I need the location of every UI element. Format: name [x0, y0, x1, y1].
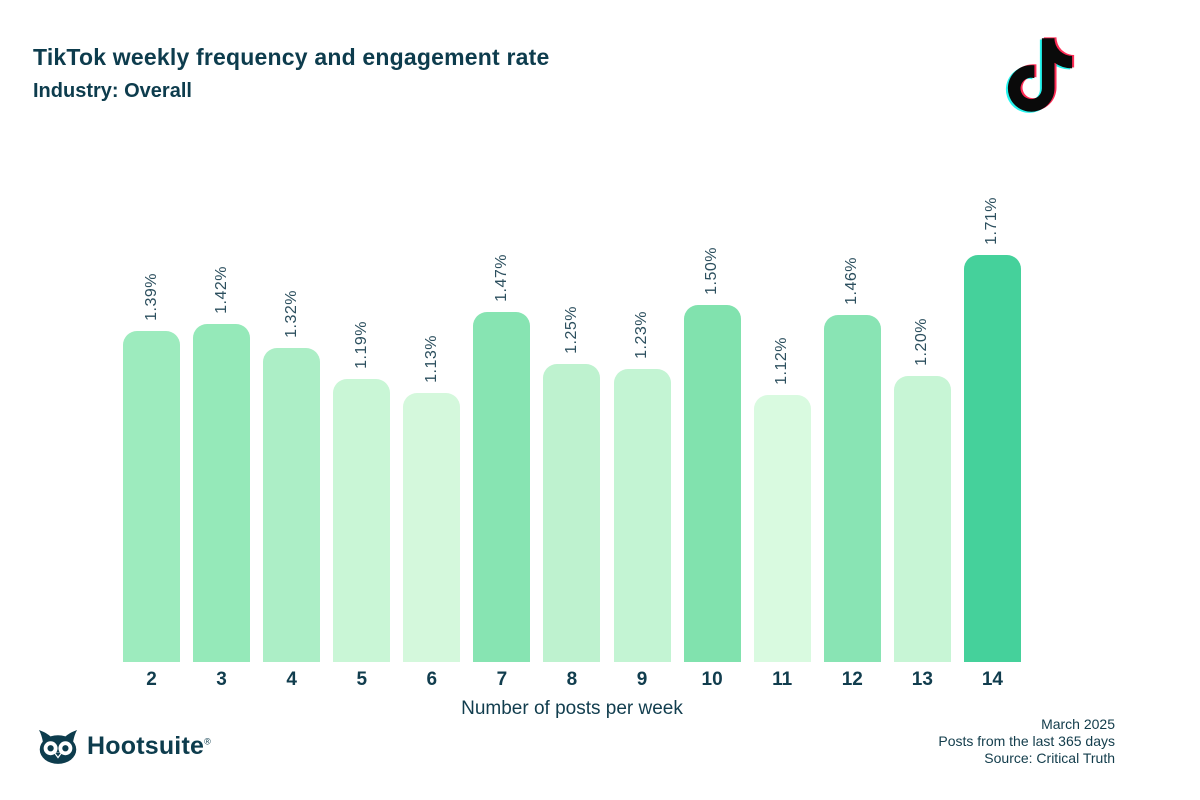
- x-tick-label: 4: [286, 669, 297, 690]
- owl-icon: [38, 729, 78, 764]
- bar: [123, 331, 180, 662]
- x-axis-ticks: 2 3 4 5 6 7 8 9 10 11 12 13 14: [123, 669, 1021, 691]
- bar: [403, 393, 461, 662]
- x-tick-label: 11: [772, 669, 793, 690]
- bar-value-label: 1.50%: [703, 247, 721, 295]
- bar-slot: 1.32%: [263, 255, 321, 662]
- bar-value-label: 1.46%: [843, 257, 861, 305]
- x-tick-label: 9: [636, 669, 648, 690]
- hootsuite-logo: Hootsuite®: [38, 729, 211, 764]
- x-tick-label: 10: [701, 669, 723, 690]
- bar-slot: 1.25%: [543, 255, 601, 662]
- tiktok-logo-icon: [1001, 36, 1079, 114]
- footer-notes: March 2025 Posts from the last 365 days …: [938, 716, 1115, 767]
- bar-slot: 1.39%: [123, 255, 180, 662]
- x-axis-title: Number of posts per week: [461, 698, 683, 719]
- x-tick-label: 7: [496, 669, 508, 690]
- page-title: TikTok weekly frequency and engagement r…: [33, 44, 550, 70]
- bar: [753, 395, 811, 662]
- brand-name: Hootsuite®: [87, 732, 211, 760]
- footer-note-source: Source: Critical Truth: [984, 750, 1115, 766]
- bar: [333, 379, 391, 662]
- bar-value-label: 1.39%: [142, 273, 160, 321]
- bar: [193, 324, 251, 662]
- x-tick-label: 12: [841, 669, 863, 690]
- bar-slot: 1.46%: [823, 255, 881, 662]
- x-tick-label: 3: [216, 669, 227, 690]
- bar: [613, 369, 671, 662]
- x-tick-label: 2: [146, 669, 157, 690]
- bar-value-label: 1.12%: [773, 337, 791, 385]
- bar-value-label: 1.71%: [983, 197, 1001, 245]
- bar-slot: 1.47%: [473, 254, 531, 662]
- bar-value-label: 1.20%: [913, 318, 931, 366]
- bar-value-label: 1.13%: [422, 335, 440, 383]
- bar-value-label: 1.19%: [352, 321, 370, 369]
- bar: [683, 305, 741, 662]
- bar-slot: 1.42%: [193, 255, 251, 662]
- bar-value-label: 1.23%: [633, 311, 651, 359]
- bar-slot: 1.13%: [403, 255, 461, 662]
- bar-slot: 1.50%: [683, 247, 741, 662]
- registered-mark: ®: [204, 736, 211, 747]
- bar: [473, 312, 531, 662]
- bar-value-label: 1.25%: [562, 306, 580, 354]
- plot-area: 1.39% 1.42% 1.32% 1.19% 1.13% 1.47% 1.25% 1.23%…: [123, 197, 1021, 662]
- x-tick-label: 6: [426, 669, 438, 690]
- bar-value-label: 1.47%: [492, 254, 510, 302]
- bar-value-label: 1.42%: [212, 266, 230, 314]
- x-tick-label: 14: [981, 669, 1003, 690]
- bar-slot: 1.71%: [963, 197, 1021, 662]
- x-tick-label: 5: [356, 669, 368, 690]
- bar-value-label: 1.32%: [282, 290, 300, 338]
- page-subtitle: Industry: Overall: [33, 80, 192, 102]
- x-tick-label: 8: [566, 669, 578, 690]
- bar: [893, 376, 951, 662]
- bar: [823, 315, 881, 662]
- bar-slot: 1.23%: [613, 255, 671, 662]
- bar-slot: 1.12%: [753, 255, 811, 662]
- x-tick-label: 13: [911, 669, 933, 690]
- bar-slot: 1.20%: [893, 255, 951, 662]
- bar: [263, 348, 321, 662]
- footer-note-date: March 2025: [1041, 716, 1115, 732]
- bar-slot: 1.19%: [333, 255, 391, 662]
- footer-note-range: Posts from the last 365 days: [938, 733, 1115, 749]
- bar: [963, 255, 1021, 662]
- bar: [543, 364, 601, 662]
